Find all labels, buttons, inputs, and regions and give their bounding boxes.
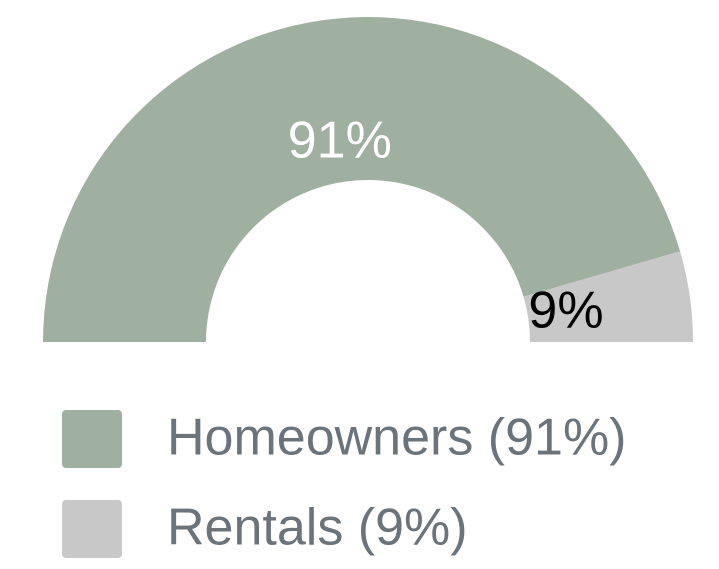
segment: [523, 251, 693, 342]
segment: [43, 17, 681, 342]
legend-label: Homeowners (91%): [167, 409, 627, 467]
legend-swatch: [62, 410, 122, 468]
data-label: 91%: [288, 112, 392, 170]
legend-label: Rentals (9%): [167, 499, 468, 557]
data-label: 9%: [528, 282, 603, 340]
legend-swatch: [62, 500, 122, 558]
